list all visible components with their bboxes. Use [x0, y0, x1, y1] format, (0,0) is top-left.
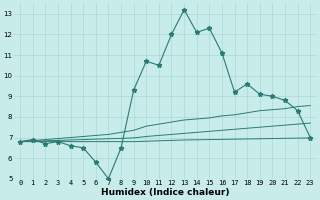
- X-axis label: Humidex (Indice chaleur): Humidex (Indice chaleur): [101, 188, 229, 197]
